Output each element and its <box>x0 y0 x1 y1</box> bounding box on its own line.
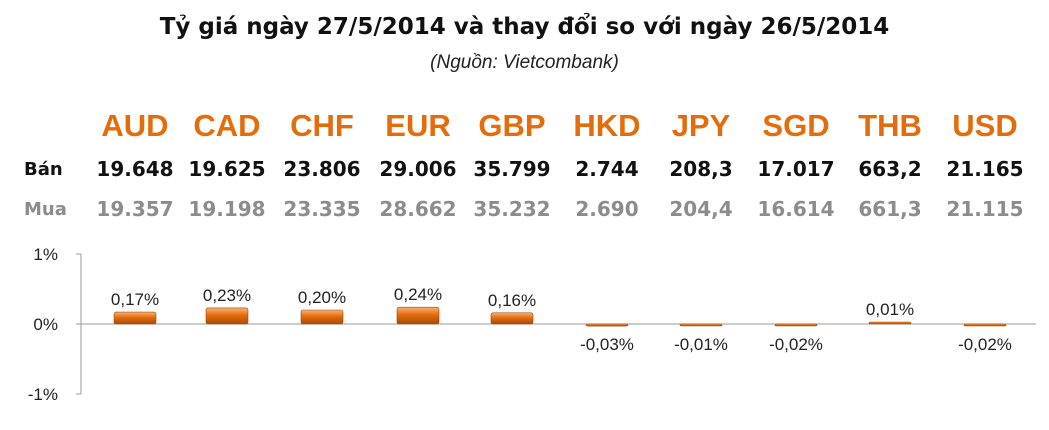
buy-rate-hkd: 2.690 <box>575 197 639 221</box>
buy-rate-thb: 661,3 <box>858 197 922 221</box>
buy-rate-jpy: 204,4 <box>669 197 733 221</box>
bar-hkd <box>585 323 629 327</box>
sell-rate-chf: 23.806 <box>283 157 361 181</box>
currency-code-hkd: HKD <box>573 108 641 143</box>
sell-rate-sgd: 17.017 <box>757 157 835 181</box>
sell-rate-usd: 21.165 <box>946 157 1024 181</box>
buy-rate-aud: 19.357 <box>96 197 174 221</box>
data-label-eur: 0,24% <box>394 285 442 304</box>
bar-eur <box>396 306 440 325</box>
currency-code-aud: AUD <box>101 108 169 143</box>
buy-rate-gbp: 35.232 <box>473 197 551 221</box>
currency-code-chf: CHF <box>290 108 354 143</box>
sell-rate-gbp: 35.799 <box>473 157 551 181</box>
y-tick-label: -1% <box>28 385 58 404</box>
currency-code-cad: CAD <box>193 108 261 143</box>
chart-title: Tỷ giá ngày 27/5/2014 và thay đổi so với… <box>159 14 890 40</box>
sell-row-label: Bán <box>24 159 63 180</box>
data-label-usd: -0,02% <box>958 335 1012 354</box>
sell-rate-thb: 663,2 <box>858 157 922 181</box>
sell-rate-eur: 29.006 <box>379 157 457 181</box>
bar-thb <box>868 321 912 325</box>
currency-code-gbp: GBP <box>478 108 546 143</box>
data-label-gbp: 0,16% <box>488 291 536 310</box>
data-label-thb: 0,01% <box>866 300 914 319</box>
buy-rate-chf: 23.335 <box>283 197 361 221</box>
currency-code-eur: EUR <box>385 108 451 143</box>
data-label-sgd: -0,02% <box>769 335 823 354</box>
sell-rate-hkd: 2.744 <box>575 157 639 181</box>
data-label-chf: 0,20% <box>298 288 346 307</box>
bar-jpy <box>679 323 723 327</box>
currency-code-jpy: JPY <box>671 108 731 143</box>
currency-code-thb: THB <box>858 108 922 143</box>
bar-chf <box>300 309 344 325</box>
chart-subtitle: (Nguồn: Vietcombank) <box>430 52 619 73</box>
currency-code-usd: USD <box>952 108 1018 143</box>
bar-usd <box>963 323 1007 327</box>
currency-code-sgd: SGD <box>762 108 830 143</box>
sell-rate-jpy: 208,3 <box>669 157 733 181</box>
bar-series <box>113 306 1007 327</box>
bar-sgd <box>774 323 818 327</box>
sell-rate-aud: 19.648 <box>96 157 174 181</box>
data-label-hkd: -0,03% <box>580 335 634 354</box>
bar-aud <box>113 311 157 325</box>
bar-gbp <box>490 312 534 325</box>
y-tick-label: 0% <box>33 315 58 334</box>
data-label-aud: 0,17% <box>111 290 159 309</box>
buy-rate-cad: 19.198 <box>188 197 266 221</box>
y-tick-label: 1% <box>33 245 58 264</box>
data-label-cad: 0,23% <box>203 286 251 305</box>
bar-cad <box>205 307 249 325</box>
buy-rate-eur: 28.662 <box>379 197 457 221</box>
y-axis-ticks: 1% 0% -1% <box>28 245 81 404</box>
buy-rate-sgd: 16.614 <box>757 197 835 221</box>
sell-rate-cad: 19.625 <box>188 157 266 181</box>
data-label-jpy: -0,01% <box>674 335 728 354</box>
data-labels: 0,17% 0,23% 0,20% 0,24% 0,16% -0,03% -0,01% -0,… <box>111 285 1012 354</box>
buy-rate-usd: 21.115 <box>946 197 1024 221</box>
buy-row-label: Mua <box>24 199 67 220</box>
